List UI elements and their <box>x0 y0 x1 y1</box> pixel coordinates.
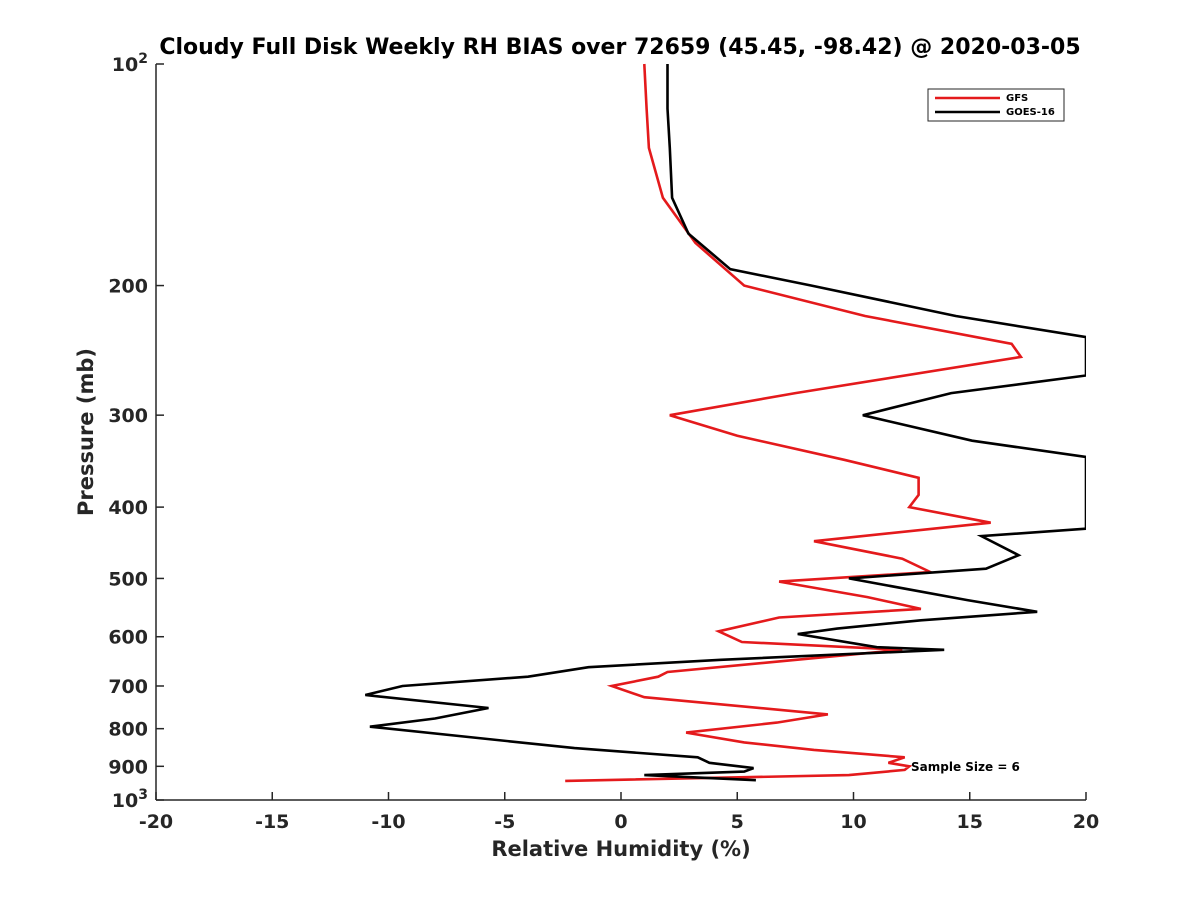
x-tick-label: 15 <box>957 811 983 833</box>
x-tick-label: 10 <box>840 811 866 833</box>
legend-box <box>927 88 1065 122</box>
y-tick-label: 200 <box>108 276 148 298</box>
x-axis-label: Relative Humidity (%) <box>491 837 750 861</box>
y-tick-label: 600 <box>108 627 148 649</box>
chart-title: Cloudy Full Disk Weekly RH BIAS over 726… <box>159 35 1080 60</box>
y-axis-label: Pressure (mb) <box>74 348 98 516</box>
x-tick-label: -15 <box>255 811 289 833</box>
y-tick-label: 103 <box>112 787 148 812</box>
legend-label-gfs: GFS <box>1006 93 1028 104</box>
series-line-gfs <box>565 63 1024 783</box>
x-tick-label: 20 <box>1073 811 1099 833</box>
x-tick-label: -5 <box>494 811 515 833</box>
y-tick-label: 500 <box>108 568 148 590</box>
y-ticks: 102 200 300 400 500 600 700 800 900 103 <box>108 51 164 812</box>
x-ticks: -20 -15 -10 -5 0 5 10 15 20 <box>139 792 1099 833</box>
y-tick-label: 300 <box>108 405 148 427</box>
x-tick-label: 5 <box>731 811 744 833</box>
x-tick-label: -10 <box>371 811 405 833</box>
y-tick-label: 800 <box>108 719 148 741</box>
legend[interactable]: GFS GOES-16 <box>927 88 1065 122</box>
series-lines <box>364 63 1086 783</box>
y-tick-label: 700 <box>108 676 148 698</box>
sample-size-annotation: Sample Size = 6 <box>911 760 1020 774</box>
series-line-goes-16 <box>364 64 1086 782</box>
legend-label-goes-16: GOES-16 <box>1006 107 1055 118</box>
y-tick-label: 102 <box>112 51 148 76</box>
y-tick-label: 900 <box>108 756 148 778</box>
x-tick-label: -20 <box>139 811 173 833</box>
y-tick-label: 400 <box>108 497 148 519</box>
x-tick-label: 0 <box>614 811 627 833</box>
